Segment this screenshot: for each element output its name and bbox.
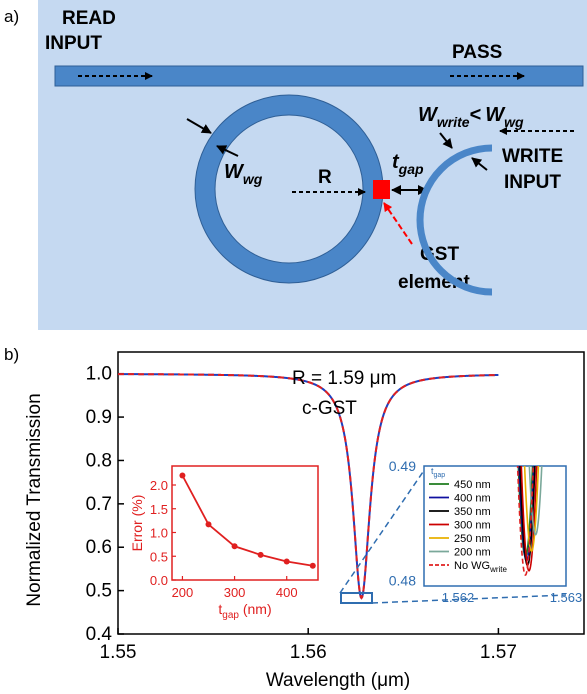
error-y-tick-label: 0.0 xyxy=(150,573,168,588)
error-point xyxy=(283,558,290,565)
transmission-series-1 xyxy=(118,373,499,600)
error-point xyxy=(231,543,238,550)
main-y-tick-label: 0.9 xyxy=(86,407,112,428)
main-y-tick-label: 0.6 xyxy=(86,537,112,558)
error-inset-chart: 0.0 0.5 1.0 1.5 2.0 200 300 400 Error (%) tgap (n… xyxy=(129,465,319,621)
main-x-tick-label: 1.56 xyxy=(290,642,327,663)
ring-width-arrow-outer xyxy=(186,118,212,134)
error-x-tick-label: 200 xyxy=(172,585,194,600)
error-x-tick-label: 300 xyxy=(224,585,246,600)
error-y-axis-label: Error (%) xyxy=(129,495,145,552)
transmission-axis-labels: Wavelength (μm) Normalized Transmission … xyxy=(24,368,410,691)
main-y-tick-label: 0.4 xyxy=(86,624,113,645)
material-annotation: c-GST xyxy=(302,398,357,419)
write-waveguide xyxy=(416,144,493,296)
zoom-connector-top xyxy=(339,468,426,594)
read-input-label: READ INPUT xyxy=(45,8,121,54)
main-x-tick-label: 1.57 xyxy=(480,642,517,663)
zoom-legend-entry: 450 nm xyxy=(454,479,491,491)
panel-a-label: a) xyxy=(4,7,19,26)
zoom-y-tick-label: 0.48 xyxy=(389,573,416,589)
zoom-y-tick-label: 0.49 xyxy=(389,458,416,474)
error-point xyxy=(309,562,316,569)
error-plot-frame xyxy=(171,465,319,581)
radius-label: R xyxy=(318,167,332,188)
zoom-legend-title: tgap xyxy=(431,466,445,479)
zoom-connector-bottom xyxy=(371,594,567,604)
gst-element xyxy=(373,180,390,199)
panel-b-label: b) xyxy=(4,345,19,364)
error-point xyxy=(179,472,186,479)
pass-label: PASS xyxy=(452,42,502,63)
main-plot-frame xyxy=(117,351,585,635)
gst-pointer xyxy=(383,202,413,245)
error-y-tick-label: 0.5 xyxy=(150,549,168,564)
zoom-plot-frame xyxy=(423,465,567,587)
error-x-axis-label: tgap (nm) xyxy=(218,601,271,621)
zoom-region-box xyxy=(340,592,373,604)
write-width-arrow-1 xyxy=(439,132,453,149)
main-x-tick-label: 1.55 xyxy=(100,642,137,663)
main-y-tick-label: 0.7 xyxy=(86,494,112,515)
write-width-arrow-2 xyxy=(471,157,488,171)
tgap-label: tgap xyxy=(392,151,424,177)
transmission-chart: 0.4 0.5 0.6 0.7 0.8 0.9 1.0 1.55 1.56 1.57 xyxy=(86,351,585,663)
error-point xyxy=(257,551,264,558)
zoom-x-tick-label: 1.563 xyxy=(550,590,583,605)
w-wg-label: Wwg xyxy=(224,161,263,187)
zoom-x-tick-label: 1.562 xyxy=(442,590,475,605)
error-y-tick-label: 2.0 xyxy=(150,478,168,493)
error-y-tick-label: 1.0 xyxy=(150,526,168,541)
error-x-tick-label: 400 xyxy=(276,585,298,600)
main-x-axis-label: Wavelength (μm) xyxy=(266,670,410,691)
main-y-tick-label: 0.8 xyxy=(86,450,112,471)
zoom-legend-entry: 300 nm xyxy=(454,520,491,532)
zoom-legend-entry: No WGwrite xyxy=(454,560,508,574)
zoom-legend-entry: 350 nm xyxy=(454,506,491,518)
bus-waveguide xyxy=(54,65,584,87)
main-y-axis-label: Normalized Transmission xyxy=(24,393,45,606)
zoom-legend-entry: 200 nm xyxy=(454,547,491,559)
error-series-line xyxy=(181,475,313,567)
radius-annotation: R = 1.59 μm xyxy=(292,368,396,389)
zoom-legend-entry: 250 nm xyxy=(454,533,491,545)
error-y-tick-label: 1.5 xyxy=(150,502,168,517)
main-y-tick-label: 1.0 xyxy=(86,364,112,385)
write-input-label: WRITE INPUT xyxy=(502,146,569,193)
write-width-label: Wwrite< Wwg xyxy=(418,104,524,130)
ring-width-arrow-inner xyxy=(216,145,239,157)
zoom-legend-entry: 400 nm xyxy=(454,493,491,505)
main-y-tick-label: 0.5 xyxy=(86,581,112,602)
error-point xyxy=(205,521,212,528)
